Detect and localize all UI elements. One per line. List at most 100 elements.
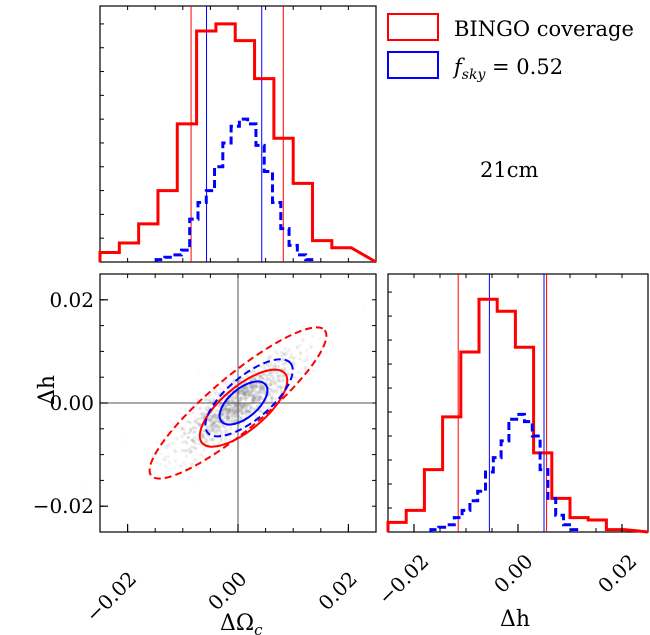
sample-point bbox=[238, 391, 242, 395]
sample-point bbox=[188, 428, 193, 433]
sample-point bbox=[234, 418, 238, 422]
x-tick-label: 0.02 bbox=[313, 567, 361, 615]
sample-point bbox=[269, 382, 273, 386]
sample-point bbox=[250, 370, 254, 374]
sample-point bbox=[214, 425, 218, 430]
sample-point bbox=[170, 425, 175, 429]
sample-point bbox=[210, 427, 214, 431]
sample-point bbox=[181, 440, 185, 444]
sample-point bbox=[283, 366, 287, 370]
sample-point bbox=[180, 449, 184, 453]
sample-point bbox=[259, 409, 263, 414]
sample-point bbox=[272, 390, 276, 395]
sample-point bbox=[186, 412, 191, 416]
sample-point bbox=[185, 441, 189, 445]
sample-point bbox=[261, 372, 265, 376]
sample-point bbox=[298, 357, 302, 361]
sample-point bbox=[228, 410, 232, 414]
sample-point bbox=[188, 447, 192, 452]
sample-point bbox=[253, 389, 258, 393]
sample-point bbox=[204, 398, 208, 402]
sample-point bbox=[264, 373, 269, 378]
sample-point bbox=[224, 407, 228, 412]
sample-point bbox=[281, 374, 286, 378]
sample-point bbox=[258, 374, 262, 378]
sample-point bbox=[293, 375, 297, 379]
sample-point bbox=[267, 364, 271, 368]
sample-point bbox=[286, 372, 290, 376]
sample-point bbox=[273, 365, 277, 369]
sample-point bbox=[201, 435, 205, 439]
sample-point bbox=[228, 449, 233, 453]
sample-point bbox=[247, 411, 251, 415]
sample-point bbox=[242, 390, 246, 394]
sample-point bbox=[224, 407, 228, 411]
sample-point bbox=[269, 387, 273, 391]
sample-point bbox=[231, 378, 235, 382]
y-tick-label: 0.02 bbox=[49, 288, 94, 312]
sample-point bbox=[255, 398, 259, 402]
sample-point bbox=[238, 404, 243, 408]
sample-point bbox=[205, 397, 209, 401]
sample-point bbox=[270, 396, 274, 400]
sample-point bbox=[243, 392, 247, 396]
sample-point bbox=[226, 412, 230, 416]
sample-point bbox=[209, 424, 213, 428]
sample-point bbox=[219, 413, 224, 417]
sample-point bbox=[240, 412, 244, 416]
sample-point bbox=[208, 398, 212, 402]
sample-point bbox=[214, 408, 219, 413]
sample-point bbox=[164, 464, 168, 468]
legend-label-fsky: fsky = 0.52 bbox=[452, 55, 563, 83]
sample-point bbox=[227, 407, 231, 411]
sample-point bbox=[257, 396, 261, 400]
sample-point bbox=[250, 377, 254, 382]
sample-point bbox=[241, 404, 245, 408]
sample-point bbox=[210, 416, 215, 420]
sample-point bbox=[261, 377, 265, 381]
sample-point bbox=[218, 429, 223, 433]
sample-point bbox=[243, 390, 247, 394]
sample-point bbox=[209, 414, 213, 418]
sample-point bbox=[268, 379, 272, 383]
sample-point bbox=[193, 478, 197, 482]
sample-point bbox=[228, 437, 232, 441]
sample-point bbox=[305, 355, 309, 359]
sample-point bbox=[258, 387, 262, 392]
sample-point bbox=[165, 444, 169, 448]
sample-point bbox=[159, 462, 163, 466]
sample-point bbox=[239, 396, 244, 400]
sample-point bbox=[258, 374, 262, 378]
sample-point bbox=[213, 419, 217, 423]
sample-point bbox=[212, 397, 216, 401]
sample-point bbox=[237, 407, 241, 411]
sample-point bbox=[232, 432, 236, 436]
sample-point bbox=[242, 392, 246, 396]
sample-point bbox=[232, 411, 236, 416]
sample-point bbox=[173, 448, 177, 452]
sample-point bbox=[278, 374, 283, 378]
sample-point bbox=[211, 438, 215, 443]
sample-point bbox=[259, 384, 264, 388]
sample-point bbox=[188, 430, 193, 434]
sample-point bbox=[217, 426, 221, 430]
sample-point bbox=[201, 411, 206, 415]
sample-point bbox=[224, 437, 228, 441]
sample-point bbox=[241, 403, 245, 408]
sample-point bbox=[206, 424, 210, 429]
sample-point bbox=[250, 398, 255, 402]
sample-point bbox=[250, 384, 254, 388]
sample-point bbox=[209, 419, 213, 424]
sample-point bbox=[167, 443, 171, 447]
sample-point bbox=[238, 406, 242, 410]
sample-point bbox=[272, 337, 277, 341]
sample-point bbox=[195, 397, 199, 401]
sample-point bbox=[218, 405, 222, 409]
sample-point bbox=[186, 435, 190, 440]
histogram-fsky bbox=[155, 117, 316, 262]
sample-point bbox=[229, 427, 233, 431]
sample-point bbox=[215, 424, 219, 428]
sample-point bbox=[279, 389, 283, 394]
sample-point bbox=[184, 454, 189, 458]
sample-point bbox=[273, 380, 277, 384]
